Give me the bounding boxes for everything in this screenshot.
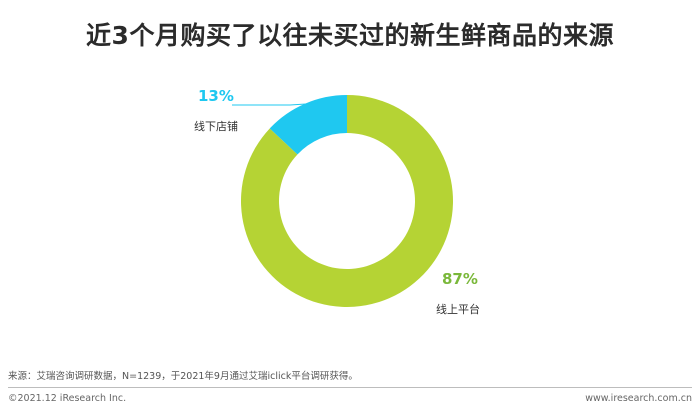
data-label-online-name: 线上平台 (436, 302, 480, 316)
data-label-offline-name: 线下店铺 (194, 119, 238, 133)
website-text: www.iresearch.com.cn (585, 393, 692, 404)
data-label-online-value: 87% (442, 270, 478, 288)
copyright-text: ©2021.12 iResearch Inc. (8, 393, 127, 404)
chart-title: 近3个月购买了以往未买过的新生鲜商品的来源 (86, 21, 614, 50)
leader-line-offline (232, 102, 319, 106)
donut-slice-0 (269, 95, 347, 155)
footer-divider (8, 387, 692, 388)
donut-slice-1 (241, 95, 454, 307)
data-label-offline-value: 13% (198, 87, 234, 105)
source-note: 来源：艾瑞咨询调研数据，N=1239，于2021年9月通过艾瑞iclick平台调… (8, 371, 358, 382)
